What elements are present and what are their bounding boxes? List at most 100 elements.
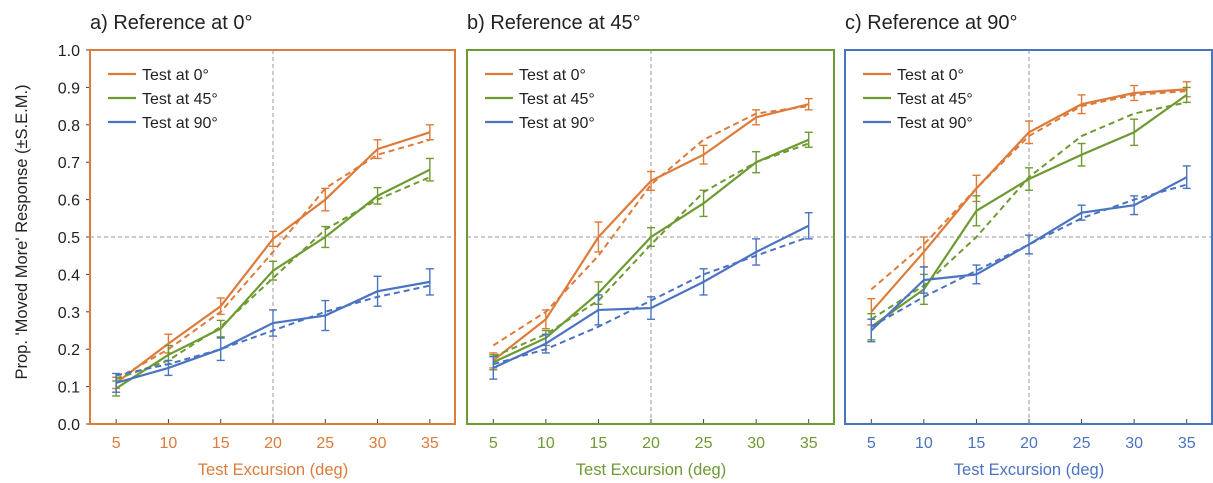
series-1-error-bar bbox=[647, 226, 655, 248]
y-tick-label: 0.8 bbox=[58, 118, 80, 135]
y-tick-label: 0.2 bbox=[58, 342, 80, 359]
legend-label: Test at 0° bbox=[519, 67, 586, 84]
series-2-error-bar bbox=[541, 333, 550, 354]
x-tick-label: 20 bbox=[1020, 435, 1038, 452]
series-0-error-bar bbox=[425, 124, 434, 141]
series-1-error-bar bbox=[1130, 118, 1139, 147]
y-tick-label: 0.5 bbox=[58, 230, 80, 247]
legend: Test at 0° Test at 45° Test at 90° bbox=[485, 67, 595, 132]
x-tick-label: 30 bbox=[747, 435, 765, 452]
y-axis-label: Prop. 'Moved More' Response (±S.E.M.) bbox=[13, 84, 31, 379]
x-tick-label: 25 bbox=[695, 435, 713, 452]
panel-c-title: c) Reference at 90° bbox=[845, 12, 1018, 34]
panel-frame bbox=[89, 49, 456, 425]
legend: Test at 0° Test at 45° Test at 90° bbox=[108, 67, 218, 132]
series-2-error-bar bbox=[1130, 195, 1139, 216]
series-2-error-bar bbox=[972, 264, 981, 285]
series-2-error-bar bbox=[321, 299, 330, 332]
series-1-error-bar bbox=[972, 195, 981, 227]
series-0-error-bar bbox=[804, 97, 813, 111]
legend-label: Test at 90° bbox=[142, 115, 218, 132]
series-1-error-bar bbox=[1077, 142, 1086, 167]
x-tick-label: 35 bbox=[421, 435, 439, 452]
y-tick-label: 0.1 bbox=[58, 380, 80, 397]
legend-label: Test at 90° bbox=[519, 115, 595, 132]
x-tick-label: 15 bbox=[590, 435, 608, 452]
x-tick-label: 35 bbox=[1178, 435, 1196, 452]
x-tick-label: 5 bbox=[489, 435, 498, 452]
legend-label: Test at 45° bbox=[142, 91, 218, 108]
series-2-error-bar bbox=[867, 318, 876, 343]
series-2-error-bar bbox=[216, 337, 225, 362]
series-2-error-bar bbox=[1077, 204, 1086, 221]
y-ticks: 0.0 0.1 0.2 0.3 0.4 0.5 0.6 0.7 0.8 0.9 1.0 bbox=[58, 43, 90, 434]
x-tick-label: 30 bbox=[1125, 435, 1143, 452]
series-0-error-bar bbox=[594, 221, 603, 253]
series-2-error-bar bbox=[594, 294, 603, 326]
x-tick-label: 20 bbox=[264, 435, 282, 452]
x-tick-label: 10 bbox=[537, 435, 555, 452]
y-tick-label: 0.7 bbox=[58, 155, 80, 172]
legend-label: Test at 45° bbox=[897, 91, 973, 108]
y-tick-label: 0.0 bbox=[58, 417, 80, 434]
panel-b-title: b) Reference at 45° bbox=[467, 12, 641, 34]
series-1-error-bar bbox=[752, 151, 761, 174]
legend-label: Test at 0° bbox=[142, 67, 209, 84]
series-2-error-bar bbox=[919, 266, 928, 294]
series-1-error-bar bbox=[425, 157, 434, 182]
series-0-error-bar bbox=[216, 297, 225, 316]
series-2-error-bar bbox=[425, 268, 434, 296]
series-0-error-bar bbox=[699, 144, 708, 165]
series-2-error-bar bbox=[112, 372, 121, 393]
series-2-error-bar bbox=[1025, 234, 1033, 255]
series-0-fit-line bbox=[115, 138, 431, 380]
panel-c: c) Reference at 90° 5 10 15 20 25 30 35 Test at… bbox=[844, 12, 1213, 479]
series-0-error-bar bbox=[1077, 94, 1086, 115]
series-0-error-bar bbox=[752, 109, 761, 126]
series-1-error-bar bbox=[1025, 167, 1033, 191]
series-0-error-bar bbox=[1025, 120, 1033, 145]
panel-c-xlabel: Test Excursion (deg) bbox=[954, 461, 1104, 479]
series-2-error-bar bbox=[647, 296, 655, 320]
x-tick-label: 10 bbox=[915, 435, 933, 452]
series-0-error-bar bbox=[321, 187, 330, 212]
panel-a-xlabel: Test Excursion (deg) bbox=[198, 461, 348, 479]
series-2-error-bar bbox=[752, 238, 761, 266]
series-1-error-bar bbox=[699, 189, 708, 218]
y-tick-label: 0.9 bbox=[58, 80, 80, 97]
series-0-error-bar bbox=[1130, 84, 1139, 102]
y-tick-label: 0.4 bbox=[58, 267, 80, 284]
series-1-error-bar bbox=[804, 131, 813, 148]
panel-frame bbox=[466, 49, 835, 425]
panel-a-title: a) Reference at 0° bbox=[90, 12, 253, 34]
x-tick-label: 15 bbox=[968, 435, 986, 452]
legend: Test at 0° Test at 45° Test at 90° bbox=[863, 67, 973, 132]
legend-label: Test at 0° bbox=[897, 67, 964, 84]
x-tick-label: 5 bbox=[112, 435, 121, 452]
x-tick-label: 15 bbox=[212, 435, 230, 452]
y-tick-label: 0.3 bbox=[58, 305, 80, 322]
panel-a: a) Reference at 0° 0.0 0.1 0.2 0.3 0.4 0.5 0.6… bbox=[58, 12, 456, 479]
series-0-error-bar bbox=[373, 139, 382, 160]
panel-b-xlabel: Test Excursion (deg) bbox=[576, 461, 726, 479]
series-1-error-bar bbox=[373, 186, 382, 205]
series-2-error-bar bbox=[373, 275, 382, 307]
series-2-error-bar bbox=[1182, 165, 1191, 190]
x-tick-label: 5 bbox=[867, 435, 876, 452]
series-1-error-bar bbox=[216, 319, 225, 338]
series-1-error-bar bbox=[321, 225, 330, 249]
panel-b: b) Reference at 45° 5 10 15 20 25 30 35 Test at… bbox=[466, 12, 835, 479]
x-tick-label: 25 bbox=[316, 435, 334, 452]
legend-label: Test at 90° bbox=[897, 115, 973, 132]
series-2-error-bar bbox=[269, 309, 277, 337]
panel-frame bbox=[844, 49, 1213, 425]
legend-label: Test at 45° bbox=[519, 91, 595, 108]
x-tick-label: 25 bbox=[1073, 435, 1091, 452]
series-0-error-bar bbox=[541, 309, 550, 330]
series-1-error-bar bbox=[1182, 86, 1191, 104]
series-2-error-bar bbox=[489, 355, 498, 380]
